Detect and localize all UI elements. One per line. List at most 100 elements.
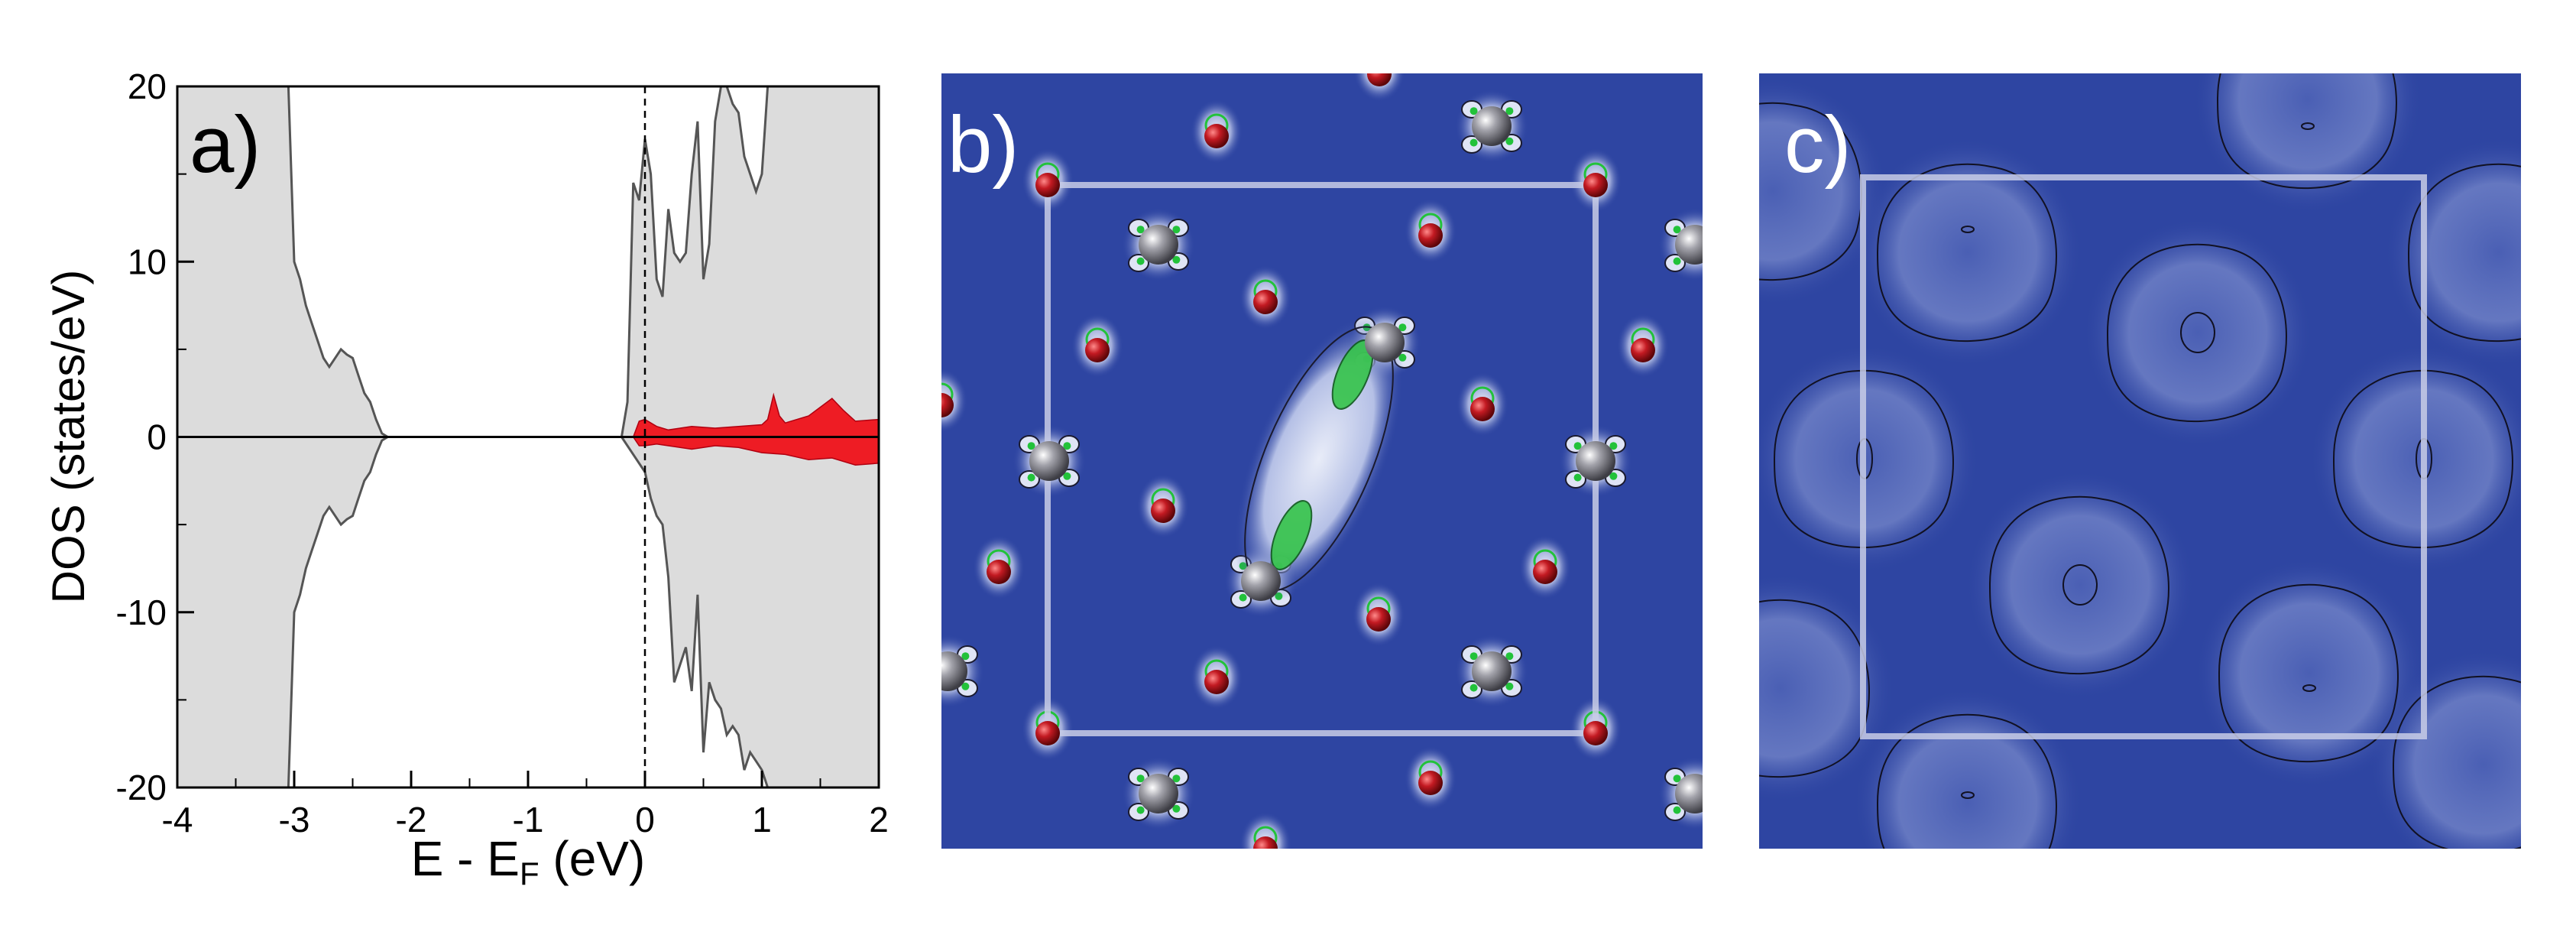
green-contour	[1505, 652, 1514, 661]
oxygen-atom	[941, 393, 954, 417]
contour-loop	[2407, 163, 2521, 343]
x-tick-label: 0	[635, 800, 655, 839]
green-contour	[1063, 472, 1071, 480]
charge-density-map-c: c)	[1759, 73, 2521, 849]
contour-loop	[1876, 713, 2057, 849]
metal-atom	[1029, 441, 1069, 481]
green-contour	[1398, 323, 1407, 332]
x-tick-label: -3	[279, 800, 310, 839]
oxygen-atom	[1253, 290, 1278, 314]
density-glow	[1853, 688, 2082, 849]
y-tick-label: 10	[128, 242, 167, 281]
green-contour	[961, 682, 970, 690]
dos-line-up	[620, 86, 774, 437]
contour-loop	[1759, 599, 1870, 778]
dos-line-down	[282, 436, 389, 787]
density-glow	[2195, 558, 2424, 787]
dos-line-up	[282, 86, 389, 438]
density-glow	[2309, 344, 2521, 573]
atoms	[941, 73, 1703, 849]
orbital-lobe-contour	[918, 646, 938, 663]
density-glow	[1239, 812, 1291, 849]
oxygen-atom	[1583, 173, 1608, 197]
contour-ring	[1961, 791, 1975, 799]
unit-cell-outline	[1860, 174, 2427, 739]
metal-atom	[1576, 441, 1615, 481]
green-contour	[1136, 806, 1145, 814]
oxygen-atom	[1631, 338, 1655, 362]
panel-label-a: a)	[190, 100, 261, 190]
x-axis-label: E - EF (eV)	[411, 831, 646, 891]
green-contour	[1469, 107, 1478, 115]
y-axis-label: DOS (states/eV)	[43, 270, 94, 604]
green-contour	[1172, 226, 1181, 234]
green-contour	[1372, 73, 1386, 76]
green-contour	[1270, 500, 1313, 570]
orbital-lobe-contour	[918, 681, 938, 698]
contour-loop	[1876, 163, 2057, 343]
green-contour	[1172, 255, 1181, 264]
green-contour	[1673, 257, 1681, 265]
contour-loop	[2392, 675, 2521, 849]
density-glow	[2083, 218, 2312, 447]
density-glow	[2384, 138, 2521, 367]
dos-gap-down	[282, 437, 774, 787]
green-contour	[941, 382, 954, 407]
density-glow	[941, 369, 967, 433]
green-contour	[1573, 473, 1582, 482]
green-contour	[1673, 226, 1681, 234]
y-tick-label: 20	[128, 67, 167, 106]
metal-atom	[1472, 106, 1512, 146]
density-glow	[1965, 470, 2195, 700]
green-contour	[1027, 473, 1035, 482]
oxygen-atom	[987, 560, 1011, 584]
y-tick-label: 0	[147, 417, 167, 457]
dos-series	[177, 86, 879, 787]
panel-label-b: b)	[948, 100, 1019, 190]
oxygen-atom	[1366, 607, 1391, 632]
oxygen-atom	[1533, 560, 1557, 584]
green-contour	[1172, 804, 1181, 813]
oxygen-atom	[1470, 397, 1495, 421]
x-tick-label: -1	[513, 800, 544, 839]
green-contour	[1136, 226, 1145, 234]
orbital-lobe-contour	[1705, 253, 1725, 270]
green-contour	[1505, 137, 1514, 145]
green-contour	[1469, 684, 1478, 692]
green-contour	[1673, 775, 1681, 783]
green-contour	[1709, 775, 1716, 782]
oxygen-atom	[1204, 670, 1229, 694]
density-glows	[1759, 73, 2521, 849]
green-contour	[1505, 107, 1514, 115]
oxygen-atom	[1085, 338, 1110, 362]
green-contour	[1609, 472, 1618, 480]
y-tick-label: -10	[116, 593, 167, 632]
contour-loop	[1988, 495, 2169, 675]
green-contour	[1136, 257, 1145, 265]
contour-loop	[2218, 583, 2399, 763]
green-contour	[1469, 652, 1478, 661]
green-contour	[961, 652, 970, 661]
y-tick-label: -20	[116, 768, 167, 807]
density-glow	[2369, 650, 2521, 849]
oxygen-atom	[1583, 721, 1608, 745]
oxygen-atom	[1151, 498, 1175, 523]
green-contour	[1709, 805, 1716, 813]
x-tick-label: 2	[869, 800, 889, 839]
oxygen-atom	[1035, 721, 1060, 745]
x-tick-label: 1	[752, 800, 772, 839]
green-contour	[1253, 826, 1278, 849]
green-contour	[926, 684, 934, 692]
charge-density-map-b: b)	[918, 73, 1725, 849]
density-glow	[1759, 344, 1979, 573]
x-tick-label: -2	[396, 800, 427, 839]
green-contour	[1709, 226, 1716, 233]
green-contour	[1673, 806, 1681, 814]
green-contour	[1505, 682, 1514, 690]
metal-atom	[1365, 323, 1405, 362]
contour-ring	[2062, 564, 2098, 606]
orbital-lobe-contour	[1705, 802, 1725, 819]
